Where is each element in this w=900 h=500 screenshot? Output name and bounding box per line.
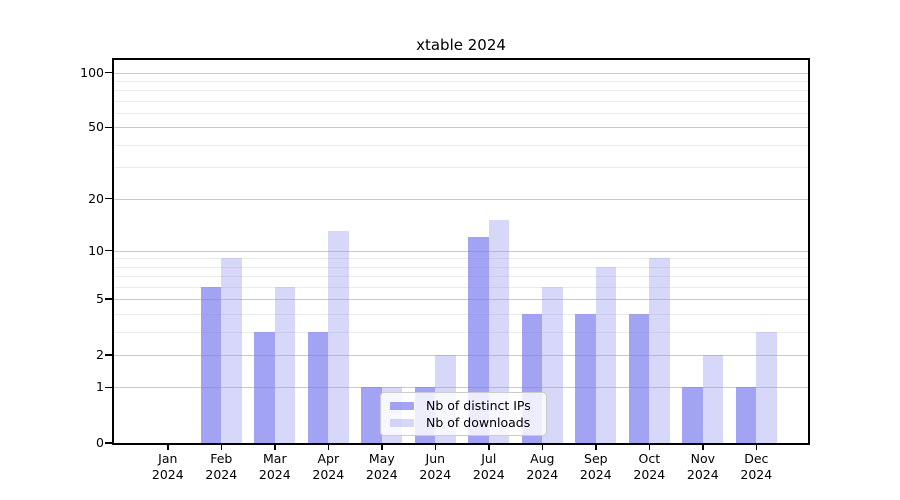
major-gridline: [114, 72, 808, 74]
bar-downloads-oct: [649, 258, 670, 443]
bar-distinct-ips-dec: [735, 387, 757, 443]
minor-gridline: [114, 266, 808, 268]
x-tick-mark: [488, 445, 490, 450]
y-tick-mark: [105, 386, 112, 389]
y-tick-mark: [105, 71, 112, 74]
y-tick-mark: [105, 249, 112, 252]
minor-gridline: [114, 331, 808, 333]
y-tick-label: 5: [96, 291, 104, 307]
x-tick-label: Nov 2024: [686, 451, 719, 482]
bar-distinct-ips-feb: [200, 286, 222, 443]
chart-title: xtable 2024: [416, 36, 506, 54]
minor-gridline: [114, 90, 808, 92]
x-tick-label: Sep 2024: [579, 451, 612, 482]
bar-downloads-apr: [328, 231, 349, 443]
minor-gridline: [114, 100, 808, 102]
bar-distinct-ips-sep: [575, 313, 596, 443]
major-gridline: [114, 299, 808, 301]
minor-gridline: [114, 144, 808, 146]
legend-label: Nb of distinct IPs: [426, 398, 531, 413]
legend: Nb of distinct IPs Nb of downloads: [380, 392, 547, 436]
x-tick-mark: [648, 445, 650, 450]
major-gridline: [114, 387, 808, 389]
minor-gridline: [114, 113, 808, 114]
major-gridline: [114, 250, 808, 252]
bar-distinct-ips-oct: [628, 313, 650, 443]
plot-area: [112, 58, 810, 445]
y-tick-label: 0: [96, 435, 104, 450]
minor-gridline: [114, 80, 808, 82]
x-tick-label: Jun 2024: [419, 451, 452, 482]
x-tick-label: Dec 2024: [740, 451, 773, 482]
x-tick-label: Mar 2024: [258, 451, 291, 482]
y-tick-label: 2: [96, 346, 104, 362]
bar-downloads-jul: [488, 220, 510, 443]
y-tick-label: 100: [80, 64, 104, 80]
x-tick-mark: [381, 445, 383, 450]
x-tick-mark: [595, 445, 597, 450]
bar-distinct-ips-may: [361, 387, 382, 443]
bar-downloads-dec: [756, 331, 777, 443]
minor-gridline: [114, 167, 808, 169]
major-gridline: [114, 198, 808, 200]
legend-item: Nb of downloads: [390, 415, 537, 430]
y-tick-mark: [105, 298, 112, 300]
bar-distinct-ips-mar: [254, 331, 275, 443]
legend-label: Nb of downloads: [426, 415, 531, 430]
x-tick-mark: [541, 445, 543, 450]
x-tick-label: May 2024: [365, 451, 398, 482]
legend-swatch-downloads: [390, 418, 414, 427]
minor-gridline: [114, 286, 808, 288]
x-tick-label: Jul 2024: [472, 451, 505, 482]
y-tick-label: 50: [88, 119, 104, 135]
x-tick-label: Oct 2024: [633, 451, 666, 482]
bar-downloads-nov: [702, 354, 724, 443]
x-tick-mark: [434, 445, 437, 450]
x-tick-label: Aug 2024: [526, 451, 559, 482]
y-tick-label: 20: [88, 190, 104, 206]
x-tick-mark: [755, 445, 757, 450]
minor-gridline: [114, 258, 808, 260]
y-tick-mark: [105, 126, 112, 129]
x-tick-mark: [327, 445, 330, 450]
major-gridline: [114, 354, 808, 356]
y-tick-label: 1: [96, 379, 104, 395]
major-gridline: [114, 127, 808, 129]
bar-downloads-mar: [274, 286, 296, 443]
legend-swatch-distinct-ips: [390, 401, 414, 410]
bar-distinct-ips-jul: [468, 237, 489, 443]
y-tick-mark: [105, 197, 112, 200]
bar-downloads-sep: [595, 266, 617, 443]
minor-gridline: [114, 313, 808, 315]
x-tick-mark: [167, 445, 169, 450]
legend-item: Nb of distinct IPs: [390, 398, 537, 413]
bar-distinct-ips-nov: [682, 387, 703, 443]
x-tick-label: Apr 2024: [312, 451, 345, 482]
minor-gridline: [114, 276, 808, 278]
x-tick-mark: [220, 445, 223, 450]
x-tick-label: Jan 2024: [151, 451, 184, 482]
y-tick-mark: [105, 442, 112, 444]
x-tick-mark: [702, 445, 704, 450]
bar-downloads-aug: [542, 286, 563, 443]
x-tick-mark: [274, 445, 276, 450]
bar-downloads-feb: [221, 258, 242, 443]
x-tick-label: Feb 2024: [205, 451, 238, 482]
bar-distinct-ips-apr: [307, 331, 329, 443]
y-tick-mark: [105, 354, 112, 356]
y-tick-label: 10: [88, 242, 104, 258]
